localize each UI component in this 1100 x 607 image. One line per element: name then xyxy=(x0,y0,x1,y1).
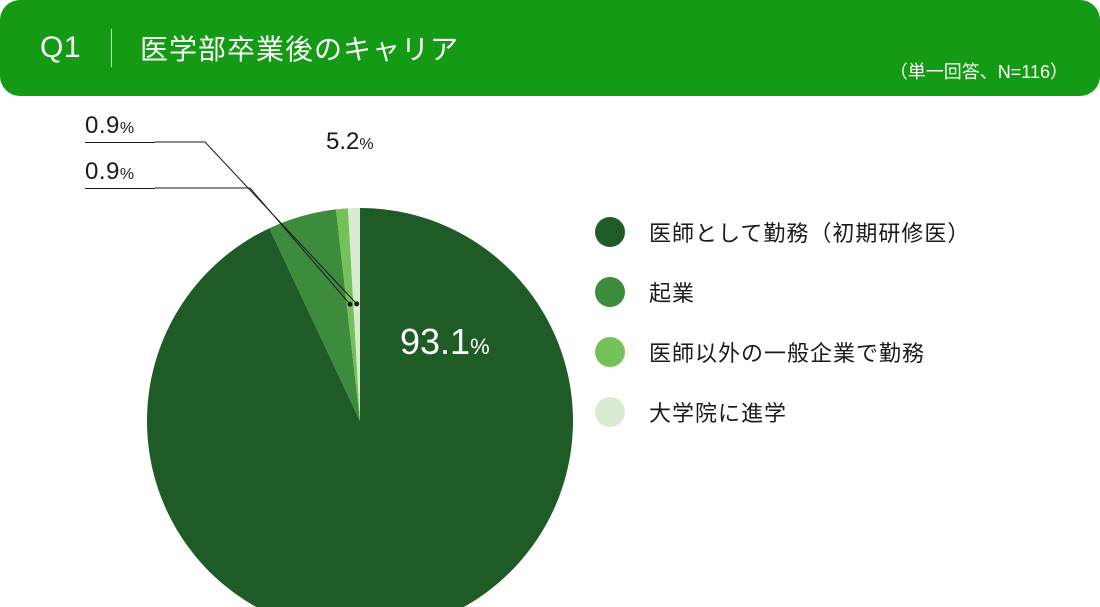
pie-callout-2-number: 0.9 xyxy=(85,158,120,185)
pie-callout-1-unit: % xyxy=(120,120,135,137)
question-header: Q1 医学部卒業後のキャリア （単一回答、N=116） xyxy=(0,0,1100,96)
legend-label: 医師として勤務（初期研修医） xyxy=(649,216,970,248)
pie-value-secondary-number: 5.2 xyxy=(326,128,359,155)
pie-callout-1-underline xyxy=(85,142,155,143)
legend-swatch xyxy=(595,397,625,427)
legend-item: 大学院に進学 xyxy=(595,396,970,428)
header-separator xyxy=(111,29,112,67)
pie-value-secondary-unit: % xyxy=(359,136,373,153)
pie-callout-2: 0.9% xyxy=(85,158,135,186)
legend-swatch xyxy=(595,217,625,247)
legend-label: 起業 xyxy=(649,276,695,308)
legend-swatch xyxy=(595,337,625,367)
pie-callout-2-underline xyxy=(85,188,155,189)
pie-value-main: 93.1% xyxy=(400,321,490,363)
legend-item: 起業 xyxy=(595,276,970,308)
question-note: （単一回答、N=116） xyxy=(890,58,1068,84)
pie-callout-1: 0.9% xyxy=(85,112,135,140)
question-title: 医学部卒業後のキャリア xyxy=(140,28,459,68)
pie-value-main-unit: % xyxy=(470,334,490,359)
pie-value-main-number: 93.1 xyxy=(400,321,470,362)
legend-item: 医師として勤務（初期研修医） xyxy=(595,216,970,248)
pie-chart xyxy=(70,146,650,607)
pie-legend: 医師として勤務（初期研修医） 起業 医師以外の一般企業で勤務 大学院に進学 xyxy=(595,216,970,456)
question-number: Q1 xyxy=(40,31,81,65)
pie-callout-1-number: 0.9 xyxy=(85,112,120,139)
chart-area: 93.1% 5.2% 0.9% 0.9% 医師として勤務（初期研修医） 起業 医… xyxy=(0,96,1100,607)
pie-value-secondary: 5.2% xyxy=(326,128,374,156)
legend-swatch xyxy=(595,277,625,307)
legend-item: 医師以外の一般企業で勤務 xyxy=(595,336,970,368)
pie-callout-2-unit: % xyxy=(120,166,135,183)
pie-slices xyxy=(147,208,573,607)
legend-label: 医師以外の一般企業で勤務 xyxy=(649,336,925,368)
legend-label: 大学院に進学 xyxy=(649,396,787,428)
